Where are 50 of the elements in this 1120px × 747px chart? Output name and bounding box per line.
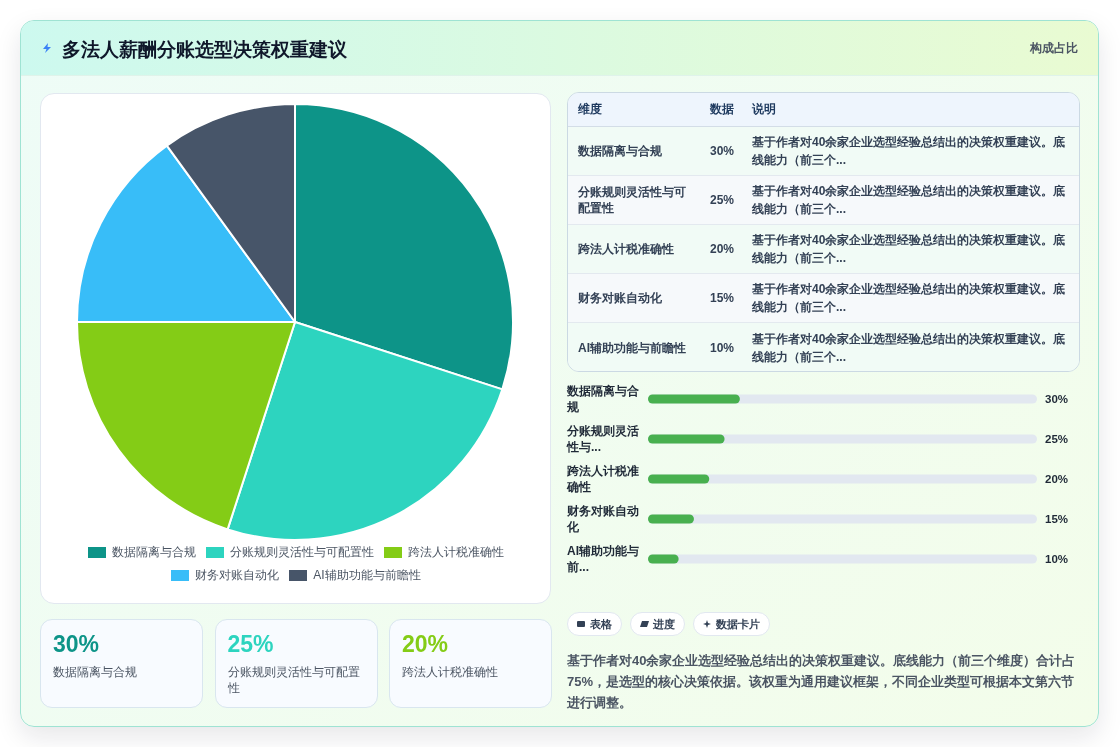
y-tick-label: 数据隔离与合规 — [567, 383, 640, 415]
data-label: 25% — [710, 192, 735, 208]
legend-label: 分账规则灵活性与可配置性 — [230, 544, 374, 561]
category-label: 数据隔离与合规 — [578, 143, 662, 159]
category-label: 财务对账自动化 — [578, 290, 662, 306]
category-label: 分账规则灵活性与可配置性 — [227, 664, 361, 696]
data-label: 25% — [227, 630, 274, 658]
text: 构成占比 — [1030, 40, 1078, 57]
bar — [648, 434, 725, 444]
data-label: 20% — [710, 241, 735, 257]
data-label: 10% — [710, 339, 735, 356]
y-tick-label: AI辅助功能与前... — [567, 543, 640, 575]
category-label: 数据卡片 — [716, 616, 760, 632]
category-label: 跨法人计税准确性 — [402, 664, 499, 680]
y-tick-label: 分账规则灵活性与... — [567, 423, 640, 455]
data-label: 30% — [1045, 393, 1069, 405]
text: 基于作者对40余家企业选型经验总结出的决策权重建议。底线能力（前三个维度）合计占75%，是选型的核心决策依据。该权重为通用建议框架，不同企业类型可根据本文第六节进行调整。 — [567, 652, 1077, 712]
data-label: 10% — [1045, 553, 1069, 565]
data-label: 15% — [710, 290, 735, 306]
data-label: 30% — [710, 143, 735, 159]
text: 维度 — [578, 102, 602, 117]
category-label: 表格 — [590, 616, 612, 632]
text: 基于作者对40余家企业选型经验总结出的决策权重建议。底线能力（前三个... — [752, 330, 1067, 366]
legend-label: 财务对账自动化 — [195, 567, 280, 584]
category-label: 分账规则灵活性与可配置性 — [578, 184, 687, 216]
legend-label: 数据隔离与合规 — [112, 544, 196, 561]
category-label: 数据隔离与合规 — [53, 664, 138, 680]
data-label: 30% — [53, 630, 100, 658]
text: 基于作者对40余家企业选型经验总结出的决策权重建议。底线能力（前三个... — [752, 232, 1067, 267]
bar — [648, 514, 694, 524]
data-label: 20% — [1045, 473, 1069, 485]
category-label: 进度 — [653, 616, 675, 632]
text: 基于作者对40余家企业选型经验总结出的决策权重建议。底线能力（前三个... — [752, 183, 1067, 218]
legend-label: 跨法人计税准确性 — [408, 544, 504, 561]
category-label: AI辅助功能与前瞻性 — [578, 339, 686, 356]
y-tick-label: 跨法人计税准确性 — [567, 463, 640, 495]
y-tick-label: 财务对账自动化 — [567, 503, 640, 535]
text: 多法人薪酬分账选型决策权重建议 — [62, 38, 347, 62]
data-label: 25% — [1045, 433, 1069, 445]
legend-label: AI辅助功能与前瞻性 — [313, 567, 421, 584]
bar — [648, 394, 740, 404]
data-label: 20% — [402, 630, 449, 658]
text: 基于作者对40余家企业选型经验总结出的决策权重建议。底线能力（前三个... — [752, 281, 1067, 316]
bar — [648, 474, 710, 484]
text: 数据 — [710, 102, 734, 117]
text: 说明 — [752, 102, 776, 117]
text: 基于作者对40余家企业选型经验总结出的决策权重建议。底线能力（前三个... — [752, 134, 1067, 169]
bar — [648, 554, 679, 564]
category-label: 跨法人计税准确性 — [578, 241, 674, 257]
data-label: 15% — [1045, 513, 1069, 525]
